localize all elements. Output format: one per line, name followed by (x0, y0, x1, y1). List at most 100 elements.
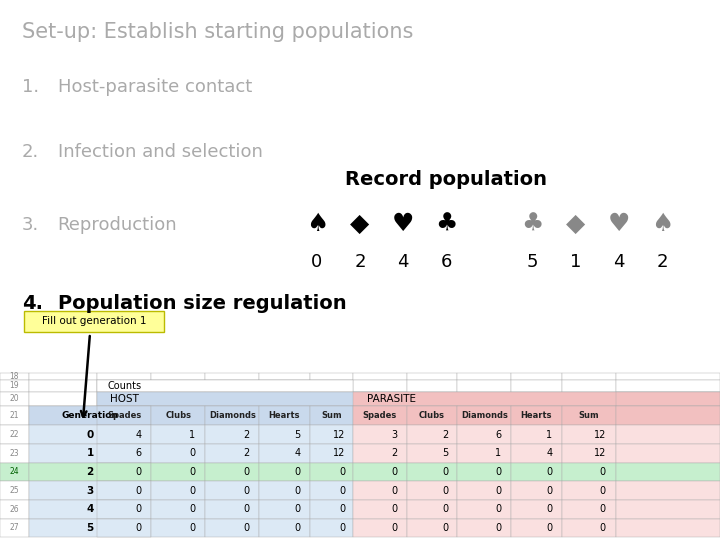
Bar (29, 406, 151, 425)
Text: ◆: ◆ (567, 212, 585, 236)
Text: 20: 20 (9, 394, 19, 403)
Bar (407, 392, 457, 406)
Bar (457, 373, 511, 380)
Text: Hearts: Hearts (269, 411, 300, 420)
Text: 2: 2 (391, 448, 397, 458)
Text: Sum: Sum (578, 411, 599, 420)
Text: 1: 1 (546, 429, 552, 440)
Bar (511, 406, 562, 425)
Text: ♣: ♣ (521, 212, 544, 236)
Bar (407, 406, 457, 425)
Bar (353, 380, 407, 392)
Bar (97, 518, 151, 537)
Bar (205, 392, 259, 406)
Text: 2.: 2. (22, 143, 39, 161)
Text: 0: 0 (546, 467, 552, 477)
Bar (97, 380, 151, 392)
Bar (616, 373, 720, 380)
Bar (562, 500, 616, 518)
Text: 0: 0 (294, 523, 300, 533)
Bar (562, 425, 616, 444)
Bar (205, 500, 259, 518)
Text: 4: 4 (613, 253, 625, 271)
Bar (205, 518, 259, 537)
Text: 0: 0 (135, 485, 142, 496)
Text: Clubs: Clubs (419, 411, 445, 420)
Bar (0, 373, 29, 380)
Text: 4: 4 (294, 448, 300, 458)
Bar (407, 463, 457, 481)
Bar (457, 406, 511, 425)
Bar (29, 406, 97, 425)
Text: 2: 2 (354, 253, 366, 271)
Bar (310, 406, 353, 425)
Bar (310, 425, 353, 444)
Text: 4.: 4. (22, 294, 42, 313)
Text: 0: 0 (243, 504, 249, 514)
Bar (205, 481, 259, 500)
Bar (205, 380, 259, 392)
Bar (407, 481, 457, 500)
Bar (97, 444, 151, 463)
Bar (616, 481, 720, 500)
Bar (97, 392, 407, 406)
Text: 0: 0 (339, 523, 345, 533)
Bar (29, 500, 151, 518)
Bar (457, 463, 511, 481)
Bar (310, 481, 353, 500)
Text: 0: 0 (294, 504, 300, 514)
Bar (616, 406, 720, 425)
Bar (0, 481, 29, 500)
Bar (511, 500, 562, 518)
Bar (310, 444, 353, 463)
Text: ♥: ♥ (392, 212, 415, 236)
Bar (0, 500, 29, 518)
Text: 5: 5 (442, 448, 448, 458)
Bar (511, 406, 562, 425)
Text: 6: 6 (495, 429, 501, 440)
Bar (407, 425, 457, 444)
Bar (151, 406, 205, 425)
Bar (457, 392, 511, 406)
Bar (562, 444, 616, 463)
Bar (0, 463, 29, 481)
Bar (0, 392, 29, 406)
Text: Fill out generation 1: Fill out generation 1 (42, 316, 146, 326)
Bar (457, 444, 511, 463)
Bar (29, 463, 151, 481)
Text: 0: 0 (391, 467, 397, 477)
FancyBboxPatch shape (24, 310, 164, 332)
Bar (616, 406, 720, 425)
Bar (259, 373, 310, 380)
Bar (310, 380, 353, 392)
Text: 0: 0 (339, 485, 345, 496)
Bar (205, 425, 259, 444)
Text: 0: 0 (339, 467, 345, 477)
Text: 0: 0 (294, 467, 300, 477)
Bar (151, 500, 205, 518)
Bar (97, 373, 151, 380)
Bar (353, 463, 407, 481)
Bar (151, 463, 205, 481)
Text: Spades: Spades (107, 411, 141, 420)
Bar (310, 463, 353, 481)
Text: 22: 22 (9, 430, 19, 439)
Text: 0: 0 (86, 429, 94, 440)
Bar (259, 406, 310, 425)
Bar (29, 425, 151, 444)
Bar (616, 380, 720, 392)
Text: 12: 12 (593, 429, 606, 440)
Text: Population size regulation: Population size regulation (58, 294, 346, 313)
Text: 2: 2 (442, 429, 448, 440)
Bar (310, 518, 353, 537)
Bar (511, 373, 562, 380)
Text: 3: 3 (391, 429, 397, 440)
Bar (616, 444, 720, 463)
Bar (151, 444, 205, 463)
Text: ♠: ♠ (305, 212, 328, 236)
Bar (407, 373, 457, 380)
Text: 0: 0 (546, 523, 552, 533)
Text: 3: 3 (86, 485, 94, 496)
Text: Host-parasite contact: Host-parasite contact (58, 78, 252, 96)
Bar (353, 392, 720, 406)
